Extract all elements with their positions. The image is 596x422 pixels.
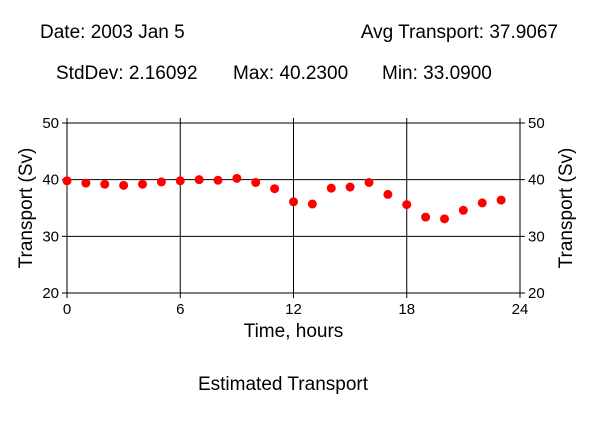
data-point (138, 179, 147, 189)
x-tick-label: 0 (63, 301, 71, 318)
x-axis-title: Time, hours (244, 321, 344, 342)
data-point (156, 177, 166, 187)
data-point (232, 173, 242, 183)
y-axis-title-right: Transport (Sv) (556, 148, 577, 269)
data-point (213, 175, 223, 185)
data-point (251, 178, 261, 187)
avg-transport-label: Avg Transport: 37.9067 (360, 22, 558, 43)
y-tick-label-right: 50 (528, 115, 545, 132)
data-point (81, 178, 91, 188)
x-tick-label: 18 (398, 301, 415, 318)
y-axis-title-left: Transport (Sv) (16, 148, 37, 269)
data-point (383, 189, 393, 199)
data-point (289, 197, 298, 207)
data-point (119, 180, 129, 190)
grid-lines (67, 123, 520, 293)
x-tick-label: 6 (176, 301, 184, 318)
y-tick-label-right: 30 (528, 228, 545, 245)
max-label: Max: 40.2300 (233, 63, 349, 84)
data-points (62, 173, 506, 224)
date-label: Date: 2003 Jan 5 (40, 22, 185, 43)
y-tick-label-left: 20 (42, 285, 59, 302)
data-point (458, 205, 468, 215)
stddev-label: StdDev: 2.16092 (56, 63, 198, 84)
data-point (421, 212, 431, 222)
y-tick-label-right: 20 (528, 285, 545, 302)
data-point (100, 179, 110, 189)
data-point (326, 183, 336, 193)
data-point (364, 178, 374, 187)
data-point (496, 195, 506, 205)
y-tick-label-right: 40 (528, 172, 545, 189)
y-tick-label-left: 40 (42, 172, 59, 189)
data-point (307, 199, 317, 209)
data-point (175, 176, 185, 186)
data-point (62, 176, 72, 186)
y-tick-label-left: 50 (42, 115, 59, 132)
data-point (402, 200, 412, 210)
min-label: Min: 33.0900 (382, 63, 492, 84)
y-tick-label-left: 30 (42, 228, 59, 245)
data-point (194, 175, 204, 185)
data-point (345, 182, 355, 192)
chart-caption: Estimated Transport (197, 374, 369, 395)
data-point (440, 214, 449, 224)
x-tick-label: 12 (285, 301, 302, 318)
data-point (477, 198, 487, 208)
x-tick-label: 24 (512, 301, 529, 318)
data-point (270, 184, 280, 194)
